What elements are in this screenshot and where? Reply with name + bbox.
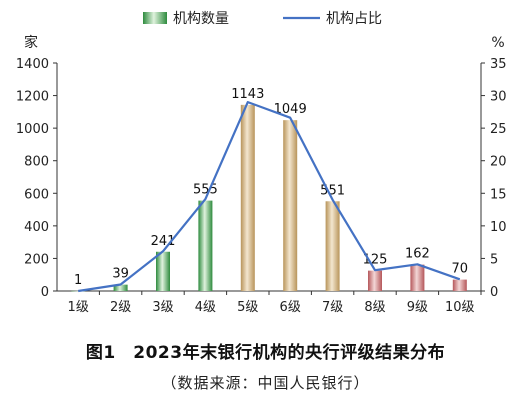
y-left-tick-label: 1000 [16,122,49,137]
bar-data-label: 551 [320,183,345,198]
x-tick-label: 9级 [407,300,428,315]
bar-count [156,251,170,291]
x-tick-label: 2级 [110,300,131,315]
x-tick-label: 8级 [364,300,385,315]
bar-count [325,201,340,291]
y-left-tick-label: 1400 [16,57,49,72]
bar-data-label: 1 [74,273,82,288]
chart-title: 图1 2023年末银行机构的央行评级结果分布 [85,343,446,363]
y-right-tick-label: 35 [490,57,507,72]
x-tick-label: 5级 [237,300,258,315]
x-tick-label: 10级 [445,300,475,315]
y-left-tick-label: 1200 [16,90,49,105]
legend-label-share: 机构占比 [326,11,382,27]
bar-data-label: 1143 [231,87,264,102]
x-tick-label: 4级 [195,300,216,315]
x-tick-label: 3级 [152,300,173,315]
y-right-tick-label: 30 [490,90,507,105]
x-tick-label: 6级 [280,300,301,315]
line-share [78,100,461,293]
bar-data-label: 70 [452,262,469,277]
bar-data-label: 555 [193,183,218,198]
bar-count [71,290,86,292]
legend-swatch-count [143,12,167,24]
x-tick-label: 7级 [322,300,343,315]
y-left-tick-label: 600 [24,187,49,202]
bar-count [113,284,128,291]
y-right-tick-label: 0 [490,285,498,300]
y-right-tick-label: 25 [490,122,507,137]
bar-count [283,120,298,291]
bar-data-label: 162 [405,247,430,262]
y-right-tick-label: 5 [490,252,498,267]
bar-count [240,104,255,292]
y-right-tick-label: 20 [490,155,507,170]
bar-count [452,279,467,291]
bar-data-label: 1049 [274,102,307,117]
x-tick-label: 1级 [68,300,89,315]
bar-data-label: 39 [112,267,129,282]
y-left-unit-label: 家 [24,34,38,51]
y-left-tick-label: 800 [24,155,49,170]
y-left-tick-label: 400 [24,220,49,235]
y-right-tick-label: 10 [490,220,507,235]
legend-label-count: 机构数量 [173,11,229,27]
y-right-unit-label: % [491,35,504,51]
bar-count [410,264,425,291]
data-source-note: （数据来源：中国人民银行） [161,374,370,392]
chart-canvas: 0 200 400 600 800 1000 1200 1400 0 5 10 15 20 25 30 35 家… [16,11,507,315]
bar-count [368,270,382,291]
bar-count [198,200,213,291]
bar-data-label: 125 [363,253,388,268]
y-left-tick-label: 0 [41,285,49,300]
y-right-tick-label: 15 [490,187,507,202]
y-left-tick-label: 200 [24,252,49,267]
